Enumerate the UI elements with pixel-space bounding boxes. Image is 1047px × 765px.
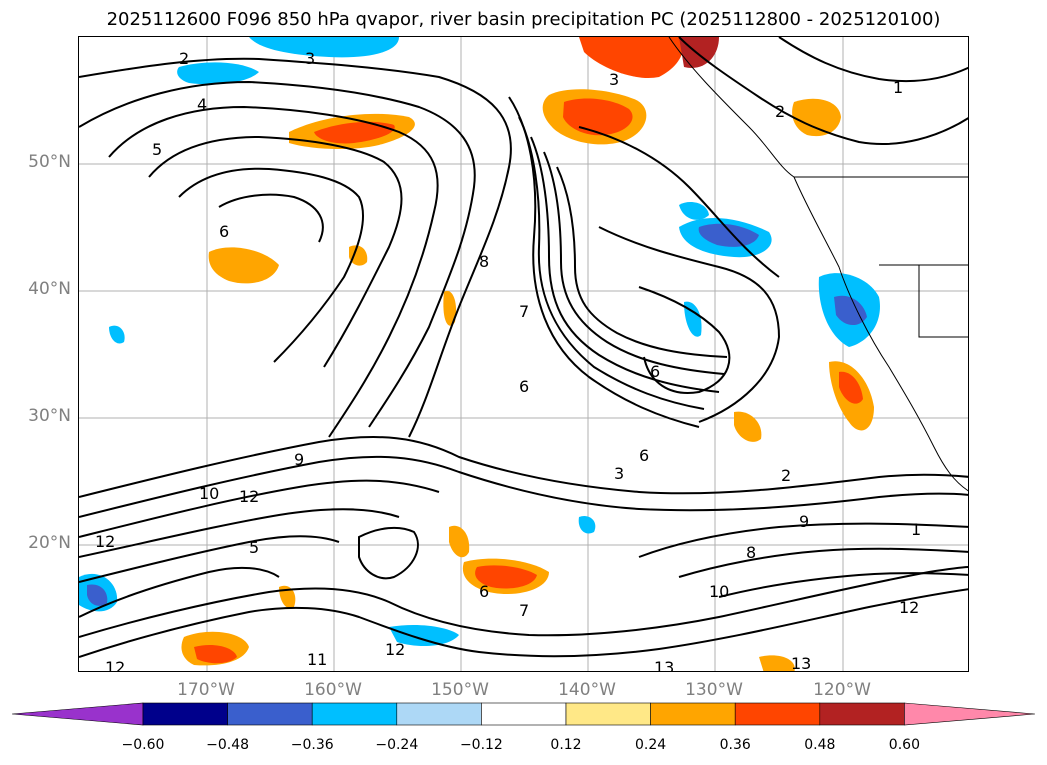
colorbar-segment [142, 702, 228, 726]
colorbar-segment [396, 702, 482, 726]
contour-label: 9 [799, 512, 809, 531]
contour-label: 3 [609, 70, 619, 89]
contour-label: 6 [219, 222, 229, 241]
colorbar-tick-label: −0.36 [290, 737, 334, 753]
contour-label: 6 [519, 377, 529, 396]
colorbar-tick-label: 0.36 [719, 737, 751, 753]
contour-label: 1 [893, 78, 903, 97]
colorbar-tick-label: −0.24 [375, 737, 419, 753]
contour-label: 12 [239, 487, 259, 506]
contour-label: 6 [479, 582, 489, 601]
lon-label-120w: 120°W [813, 680, 871, 700]
contour-label: 8 [479, 252, 489, 271]
coastline [668, 37, 968, 492]
lon-label-150w: 150°W [431, 680, 489, 700]
contour-label: 2 [179, 49, 189, 68]
contour-label: 10 [199, 484, 219, 503]
lon-label-130w: 130°W [685, 680, 743, 700]
contour-label: 7 [519, 601, 529, 620]
lat-label-30n: 30°N [28, 406, 71, 426]
colorbar-tick-label: −0.48 [206, 737, 250, 753]
contour-label: 6 [639, 446, 649, 465]
map-panel: 2 3 4 5 6 6 7 8 8 9 9 10 10 11 12 12 12 … [78, 36, 969, 672]
colorbar-tick-label: −0.60 [121, 737, 165, 753]
contour-label: 1 [911, 520, 921, 539]
precip-shading [79, 37, 880, 671]
contour-label: 12 [385, 640, 405, 659]
contour-label: 6 [650, 362, 660, 381]
contour-label: 9 [294, 450, 304, 469]
contour-label: 4 [197, 95, 207, 114]
contour-label: 3 [614, 464, 624, 483]
contour-label: 11 [307, 650, 327, 669]
colorbar-segment [819, 702, 905, 726]
colorbar-tick-label: −0.12 [459, 737, 503, 753]
contour-label: 2 [781, 466, 791, 485]
colorbar-tick-label: 0.60 [888, 737, 920, 753]
qvapor-contours [79, 37, 968, 658]
colorbar-extend-low [11, 702, 144, 726]
colorbar-segment [481, 702, 567, 726]
contour-label: 3 [305, 49, 315, 68]
colorbar-segment [565, 702, 651, 726]
lat-label-20n: 20°N [28, 533, 71, 553]
contour-label: 10 [709, 582, 729, 601]
colorbar-extend-high [904, 702, 1036, 726]
contour-label: 5 [152, 140, 162, 159]
colorbar-tick-label: 0.12 [550, 737, 582, 753]
lat-label-40n: 40°N [28, 279, 71, 299]
contour-label: 7 [519, 302, 529, 321]
contour-label: 13 [654, 658, 674, 672]
colorbar-tick-label: 0.48 [804, 737, 836, 753]
contour-label: 13 [791, 654, 811, 672]
contour-labels: 2 3 4 5 6 6 7 8 8 9 9 10 10 11 12 12 12 … [95, 49, 921, 672]
map-plot: 2 3 4 5 6 6 7 8 8 9 9 10 10 11 12 12 12 … [79, 37, 968, 672]
map-title: 2025112600 F096 850 hPa qvapor, river ba… [106, 9, 941, 30]
lon-label-160w: 160°W [304, 680, 362, 700]
colorbar-segment [650, 702, 736, 726]
lon-label-140w: 140°W [558, 680, 616, 700]
contour-label: 2 [775, 102, 785, 121]
contour-label: 12 [105, 658, 125, 672]
colorbar-segment [734, 702, 821, 726]
contour-label: 12 [899, 598, 919, 617]
colorbar-segment [227, 702, 313, 726]
colorbar [11, 702, 1036, 726]
contour-label: 12 [95, 532, 115, 551]
contour-label: 5 [249, 538, 259, 557]
lon-label-170w: 170°W [177, 680, 235, 700]
lat-label-50n: 50°N [28, 152, 71, 172]
colorbar-segment [311, 702, 398, 726]
colorbar-tick-label: 0.24 [635, 737, 667, 753]
contour-label: 8 [746, 543, 756, 562]
